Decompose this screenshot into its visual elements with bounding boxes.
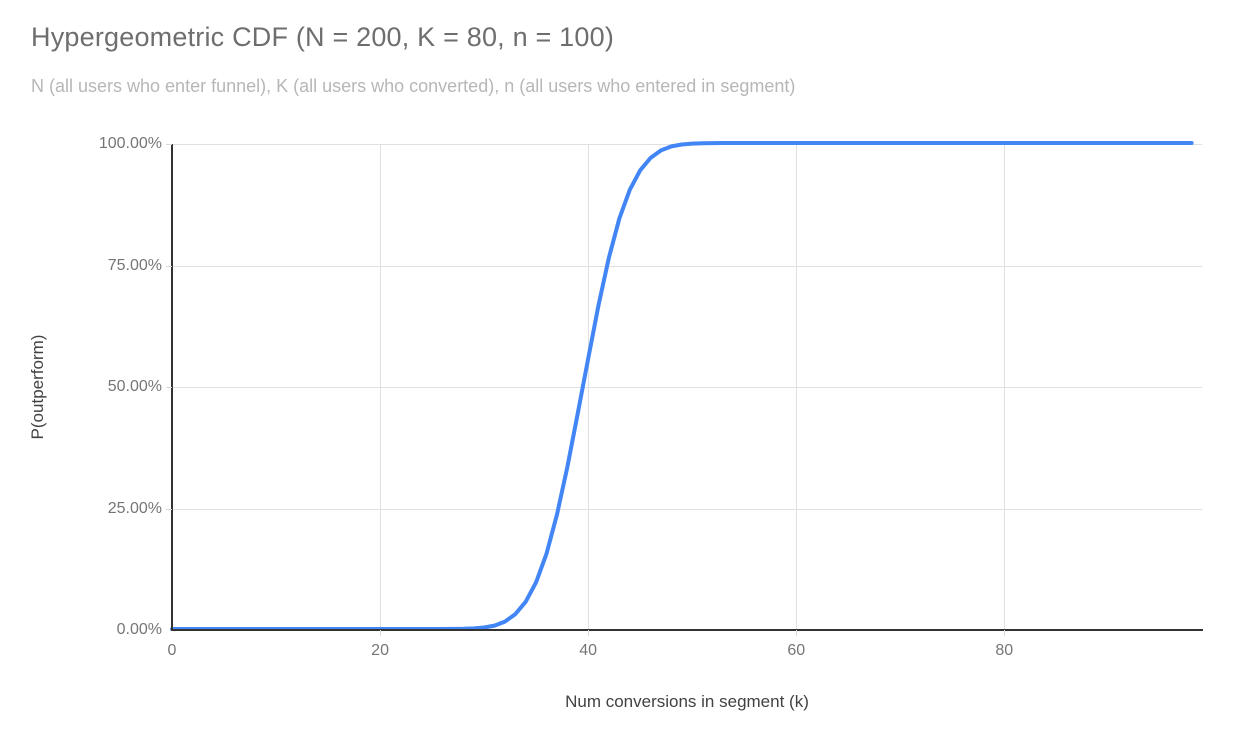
horizontal-gridline (172, 387, 1202, 388)
y-tick-label: 50.00% (107, 378, 162, 395)
plot-area[interactable] (170, 141, 1202, 631)
x-tick-label: 80 (995, 642, 1014, 659)
y-tick-mark (166, 508, 172, 510)
y-tick-label: 0.00% (116, 621, 162, 638)
x-tick-label: 40 (579, 642, 598, 659)
y-axis-line (171, 144, 173, 631)
y-tick-label: 100.00% (98, 135, 162, 152)
x-tick-label: 0 (167, 642, 177, 659)
y-tick-label: 25.00% (107, 499, 162, 517)
x-axis-title: Num conversions in segment (k) (565, 692, 809, 711)
chart-subtitle: N (all users who enter funnel), K (all u… (31, 76, 796, 96)
x-axis-line (171, 629, 1203, 631)
x-tick-mark (796, 630, 798, 636)
chart-title: Hypergeometric CDF (N = 200, K = 80, n =… (31, 22, 615, 52)
y-tick-mark (166, 144, 172, 145)
x-tick-label: 20 (371, 642, 389, 659)
y-tick-mark (166, 265, 172, 267)
y-tick-label: 75.00% (107, 256, 162, 274)
y-tick-mark (166, 387, 172, 388)
x-tick-mark (380, 630, 382, 636)
x-tick-label: 60 (787, 642, 806, 659)
y-axis-title: P(outperform) (28, 334, 47, 440)
x-tick-mark (1004, 630, 1006, 636)
cdf-series-line[interactable] (170, 141, 1194, 631)
horizontal-gridline (172, 508, 1202, 510)
x-tick-mark (588, 630, 590, 636)
horizontal-gridline (172, 265, 1202, 267)
